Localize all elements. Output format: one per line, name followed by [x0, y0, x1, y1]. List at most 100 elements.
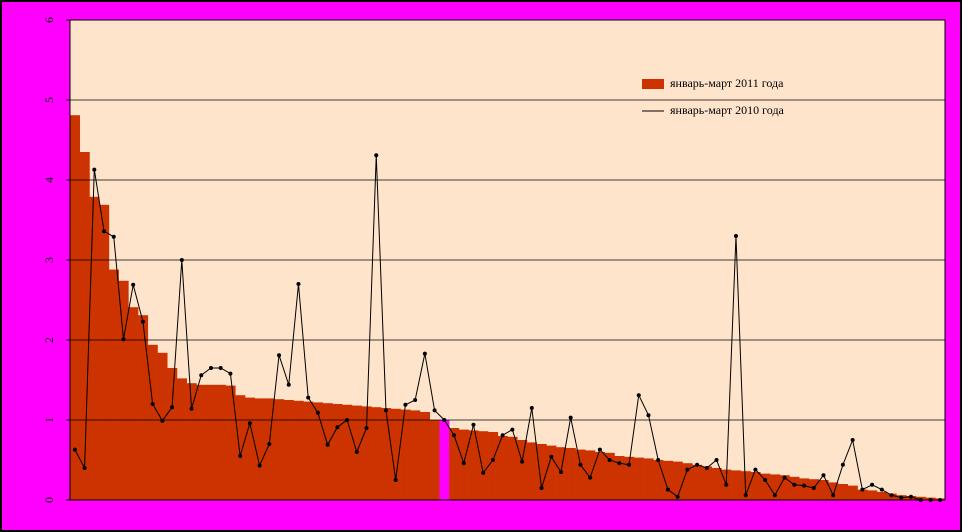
line-point — [296, 282, 301, 286]
line-point — [413, 398, 418, 402]
line-point — [403, 402, 408, 407]
bar — [847, 485, 858, 500]
bar — [760, 473, 771, 500]
bar — [381, 408, 392, 500]
line-point — [160, 418, 165, 423]
bar — [439, 420, 450, 500]
bar — [536, 444, 547, 500]
bar — [857, 489, 868, 500]
bar — [196, 384, 207, 500]
line-point — [422, 351, 427, 356]
bar — [517, 440, 528, 500]
bar — [546, 445, 557, 500]
bar — [371, 407, 382, 500]
bar — [692, 464, 703, 500]
line-point — [850, 438, 855, 442]
line-point — [908, 494, 913, 499]
bar — [70, 115, 81, 500]
line-point — [481, 470, 486, 475]
line-point — [150, 402, 155, 406]
y-tick-label: 0 — [42, 497, 56, 503]
line-point — [704, 466, 709, 470]
line-point — [675, 494, 680, 499]
line-point — [490, 458, 495, 462]
bar — [206, 384, 217, 500]
bar — [663, 460, 674, 500]
line-point — [374, 153, 379, 158]
line-point — [393, 478, 398, 482]
bar — [138, 315, 149, 500]
bar — [410, 410, 421, 500]
line-point — [286, 382, 291, 387]
bar — [390, 408, 401, 500]
line-point — [763, 478, 768, 482]
bar — [332, 404, 343, 500]
bar — [215, 384, 226, 500]
legend-label: январь-март 2010 года — [670, 103, 785, 117]
line-point — [597, 447, 602, 452]
line-point — [617, 461, 622, 466]
line-point — [218, 366, 223, 370]
line-point — [714, 458, 719, 462]
bar — [565, 448, 576, 500]
bar — [838, 484, 849, 500]
line-point — [228, 371, 233, 376]
line-point — [345, 418, 350, 422]
line-point — [500, 433, 505, 438]
line-point — [802, 483, 807, 488]
bar — [225, 385, 236, 500]
bar — [799, 478, 810, 500]
line-point — [267, 442, 272, 446]
line-point — [92, 167, 97, 172]
line-point — [170, 405, 175, 410]
bar — [731, 470, 742, 500]
line-point — [72, 447, 77, 452]
bar — [322, 403, 333, 500]
line-point — [121, 337, 126, 342]
line-point — [636, 393, 641, 398]
line-point — [452, 433, 457, 438]
line-point — [383, 408, 388, 413]
bar — [624, 456, 635, 500]
bar — [449, 428, 460, 500]
y-tick-label: 3 — [42, 257, 56, 263]
line-point — [306, 395, 311, 400]
bar — [770, 474, 781, 500]
bar — [633, 457, 644, 500]
bar — [604, 452, 615, 500]
y-tick-label: 6 — [42, 17, 56, 23]
line-point — [257, 463, 262, 468]
line-point — [247, 421, 252, 426]
bar — [303, 401, 314, 500]
bar — [429, 420, 440, 500]
bar — [361, 406, 372, 500]
line-point — [665, 487, 670, 492]
line-point — [811, 486, 816, 490]
line-point — [315, 410, 320, 415]
line-point — [189, 406, 194, 411]
line-point — [724, 482, 729, 487]
bar — [147, 344, 158, 500]
line-point — [607, 458, 612, 462]
bar — [682, 463, 693, 500]
bar — [128, 307, 139, 500]
bar — [789, 476, 800, 500]
bar — [245, 397, 256, 500]
line-point — [889, 493, 894, 498]
bar — [507, 436, 518, 500]
line-point — [821, 473, 826, 478]
line-point — [471, 422, 476, 427]
y-tick-label: 1 — [42, 417, 56, 423]
line-point — [733, 234, 738, 238]
bar — [283, 400, 294, 500]
line-point — [879, 487, 884, 492]
bar — [818, 480, 829, 500]
line-point — [520, 459, 525, 464]
bar — [313, 402, 324, 500]
bar — [400, 409, 411, 500]
line-point — [442, 418, 447, 422]
line-point — [335, 425, 340, 430]
bar — [468, 430, 479, 500]
